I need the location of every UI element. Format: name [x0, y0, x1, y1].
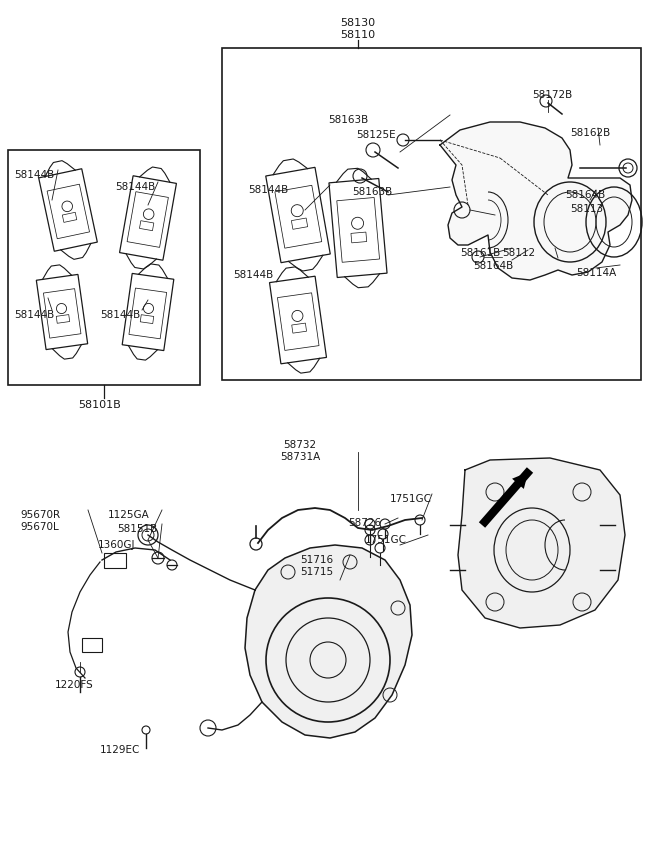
- Text: 1220FS: 1220FS: [55, 680, 94, 690]
- Text: 58113: 58113: [570, 204, 603, 214]
- Bar: [140, 220, 154, 231]
- Text: 58731A: 58731A: [280, 452, 320, 462]
- Polygon shape: [245, 545, 412, 738]
- Text: 58164B: 58164B: [565, 190, 605, 200]
- Polygon shape: [458, 458, 625, 628]
- Bar: [351, 232, 367, 243]
- Text: 58163B: 58163B: [352, 187, 392, 197]
- Text: 58164B: 58164B: [473, 261, 513, 271]
- Text: 95670L: 95670L: [20, 522, 59, 532]
- Bar: [47, 184, 89, 239]
- Text: 58144B: 58144B: [14, 310, 54, 320]
- Bar: [270, 276, 326, 364]
- Text: 58144B: 58144B: [100, 310, 140, 320]
- Bar: [292, 323, 306, 333]
- Text: 58144B: 58144B: [14, 170, 54, 180]
- Text: 58151B: 58151B: [117, 524, 157, 534]
- Text: 58130: 58130: [340, 18, 375, 28]
- Polygon shape: [440, 122, 632, 280]
- Text: 1129EC: 1129EC: [100, 745, 140, 755]
- Text: 58110: 58110: [340, 30, 375, 40]
- Bar: [291, 218, 308, 229]
- Text: 58144B: 58144B: [115, 182, 155, 192]
- Bar: [127, 192, 168, 248]
- Bar: [278, 293, 319, 350]
- Bar: [119, 176, 176, 260]
- Bar: [39, 169, 97, 251]
- Text: 95670R: 95670R: [20, 510, 60, 520]
- Text: 58144B: 58144B: [233, 270, 273, 280]
- Text: 1125GA: 1125GA: [108, 510, 150, 520]
- Bar: [275, 186, 322, 248]
- Bar: [129, 288, 167, 339]
- Text: 51716: 51716: [300, 555, 333, 565]
- Text: 1360GJ: 1360GJ: [98, 540, 136, 550]
- Text: 58161B: 58161B: [460, 248, 500, 258]
- Text: 58101B: 58101B: [78, 400, 121, 410]
- Text: 58114A: 58114A: [576, 268, 616, 278]
- Bar: [56, 315, 70, 323]
- Text: 58726: 58726: [348, 518, 381, 528]
- Text: 58732: 58732: [283, 440, 317, 450]
- Bar: [62, 212, 77, 222]
- Text: 1751GC: 1751GC: [390, 494, 432, 504]
- Text: 58163B: 58163B: [328, 115, 368, 125]
- Text: 58162B: 58162B: [570, 128, 611, 138]
- Bar: [140, 315, 153, 324]
- Text: 58125E: 58125E: [356, 130, 396, 140]
- Bar: [337, 198, 379, 262]
- Bar: [44, 288, 81, 338]
- Bar: [122, 273, 174, 350]
- Text: 51715: 51715: [300, 567, 333, 577]
- Bar: [329, 178, 387, 277]
- Bar: [37, 275, 88, 349]
- Text: 1751GC: 1751GC: [365, 535, 407, 545]
- Bar: [266, 167, 330, 263]
- Text: 58112: 58112: [502, 248, 535, 258]
- Text: 58144B: 58144B: [248, 185, 288, 195]
- Text: 58172B: 58172B: [532, 90, 572, 100]
